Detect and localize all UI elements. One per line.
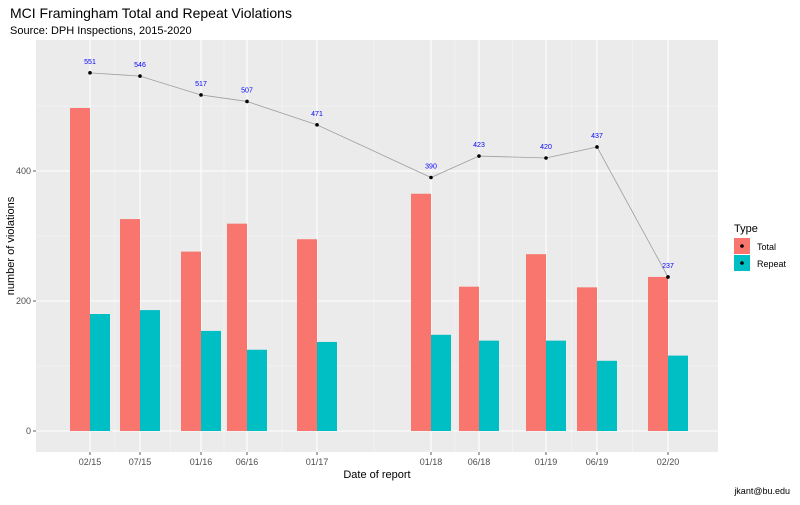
- chart-title: MCI Framingham Total and Repeat Violatio…: [10, 5, 292, 21]
- bar-repeat: [668, 355, 688, 431]
- grid-minor: [36, 40, 718, 452]
- bar-total: [526, 254, 546, 431]
- x-axis-title: Date of report: [343, 469, 410, 481]
- legend-label: Repeat: [757, 259, 787, 269]
- data-label: 507: [241, 87, 253, 94]
- y-tick-label: 200: [16, 296, 31, 306]
- data-label: 420: [540, 144, 552, 151]
- line-point: [666, 275, 670, 279]
- line-point: [88, 71, 92, 75]
- bar-repeat: [140, 310, 160, 431]
- data-label: 517: [195, 81, 207, 88]
- bar-total: [70, 107, 90, 431]
- x-tick-label: 02/20: [657, 457, 680, 467]
- y-tick-label: 400: [16, 166, 31, 176]
- y-axis: 0 200 400: [16, 166, 36, 436]
- bar-repeat: [201, 330, 221, 431]
- bar-total: [411, 193, 431, 431]
- line-point: [477, 154, 481, 158]
- bar-repeat: [597, 360, 617, 431]
- y-axis-title: number of violations: [5, 196, 17, 295]
- line-total-trend: [89, 72, 669, 278]
- bar-repeat: [431, 334, 451, 431]
- line-point: [245, 99, 249, 104]
- legend-key-point: [740, 261, 744, 265]
- line-point: [595, 145, 599, 149]
- x-tick-label: 01/19: [535, 457, 558, 467]
- line-point: [138, 74, 142, 78]
- x-axis: 02/15 07/15 01/16 06/16 01/17 01/18 06/18 01/19…: [79, 452, 680, 467]
- bar-total: [577, 287, 597, 431]
- data-label: 423: [473, 142, 485, 149]
- bar-total: [181, 251, 201, 431]
- bars-layer: [70, 107, 688, 431]
- legend-key-point: [740, 244, 744, 248]
- x-tick-label: 01/17: [306, 457, 329, 467]
- line-layer: 551 546 517 507 471 390 423 420 437 237: [84, 59, 674, 279]
- x-tick-label: 01/16: [190, 457, 213, 467]
- bar-repeat: [90, 314, 110, 431]
- legend: Type Total Repeat: [734, 223, 787, 271]
- line-point: [199, 93, 203, 97]
- data-label: 437: [591, 133, 603, 140]
- x-tick-label: 06/19: [586, 457, 609, 467]
- bar-repeat: [546, 340, 566, 431]
- x-tick-label: 02/15: [79, 457, 102, 467]
- x-tick-label: 07/15: [129, 457, 152, 467]
- legend-label: Total: [757, 242, 776, 252]
- bar-total: [297, 239, 317, 431]
- bar-total: [648, 276, 668, 431]
- bar-repeat: [247, 349, 267, 431]
- y-tick-label: 0: [26, 426, 31, 436]
- data-label: 551: [84, 59, 96, 66]
- data-label: 237: [662, 263, 674, 270]
- bar-total: [459, 286, 479, 431]
- line-point: [544, 156, 548, 160]
- bar-repeat: [479, 340, 499, 431]
- x-tick-label: 01/18: [420, 457, 443, 467]
- bar-total: [227, 223, 247, 431]
- line-point: [429, 175, 433, 180]
- x-tick-label: 06/18: [468, 457, 491, 467]
- data-label: 546: [134, 62, 146, 69]
- legend-title: Type: [734, 223, 758, 235]
- bar-total: [120, 219, 140, 431]
- data-label: 390: [425, 164, 437, 171]
- chart-subtitle: Source: DPH Inspections, 2015-2020: [10, 25, 192, 37]
- caption: jkant@bu.edu: [733, 486, 790, 496]
- line-point: [315, 123, 319, 127]
- x-tick-label: 06/16: [236, 457, 259, 467]
- data-label: 471: [311, 111, 323, 118]
- bar-repeat: [317, 341, 337, 431]
